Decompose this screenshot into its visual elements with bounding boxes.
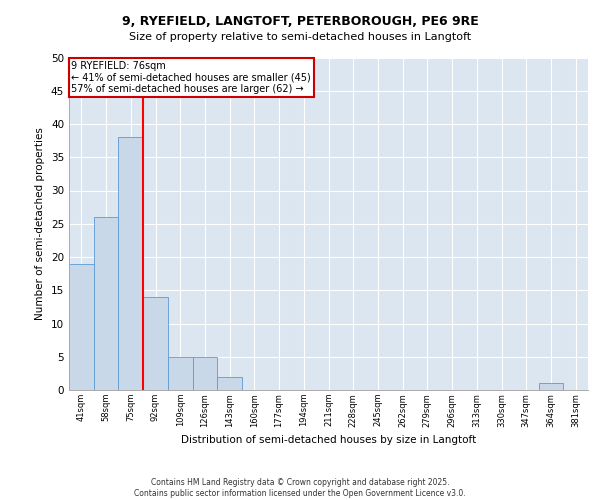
Bar bbox=[118, 138, 143, 390]
Bar bbox=[539, 384, 563, 390]
Text: Contains HM Land Registry data © Crown copyright and database right 2025.
Contai: Contains HM Land Registry data © Crown c… bbox=[134, 478, 466, 498]
Bar bbox=[143, 297, 168, 390]
X-axis label: Distribution of semi-detached houses by size in Langtoft: Distribution of semi-detached houses by … bbox=[181, 435, 476, 445]
Text: 9, RYEFIELD, LANGTOFT, PETERBOROUGH, PE6 9RE: 9, RYEFIELD, LANGTOFT, PETERBOROUGH, PE6… bbox=[122, 15, 478, 28]
Text: Size of property relative to semi-detached houses in Langtoft: Size of property relative to semi-detach… bbox=[129, 32, 471, 42]
Text: 9 RYEFIELD: 76sqm
← 41% of semi-detached houses are smaller (45)
57% of semi-det: 9 RYEFIELD: 76sqm ← 41% of semi-detached… bbox=[71, 61, 311, 94]
Bar bbox=[69, 264, 94, 390]
Y-axis label: Number of semi-detached properties: Number of semi-detached properties bbox=[35, 128, 46, 320]
Bar bbox=[193, 357, 217, 390]
Bar bbox=[168, 357, 193, 390]
Bar bbox=[217, 376, 242, 390]
Bar bbox=[94, 217, 118, 390]
